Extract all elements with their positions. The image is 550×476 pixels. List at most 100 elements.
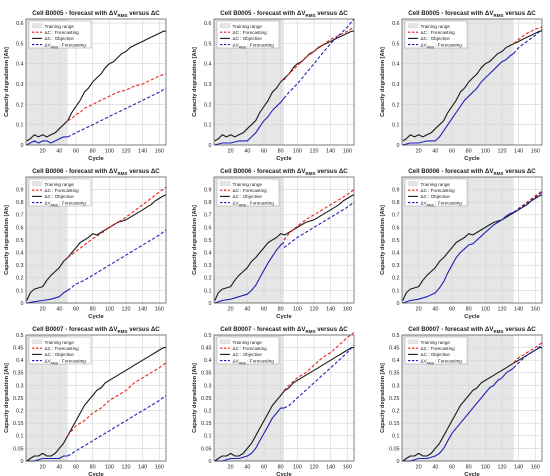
legend-entry: ΔC : Forecasting <box>233 346 268 351</box>
legend-entry: Training range <box>421 340 451 345</box>
series-line-obj <box>402 194 543 301</box>
series-line-rms-fc <box>283 344 355 409</box>
axes-frame <box>213 176 355 304</box>
x-tick-label: 120 <box>310 465 319 471</box>
axes-frame <box>401 334 543 462</box>
y-axis-label: Capacity degradation [Ah] <box>192 47 198 117</box>
axes-frame <box>401 18 543 146</box>
y-tick-label: 0.1 <box>16 288 24 294</box>
y-axis-label: Capacity degradation [Ah] <box>380 205 386 275</box>
y-tick-label: 0.7 <box>16 213 24 219</box>
y-tick-label: 0.8 <box>16 200 24 206</box>
y-tick-label: 0.7 <box>204 213 212 219</box>
y-tick-label: 0.2 <box>16 102 24 108</box>
y-tick-label: 0.25 <box>13 396 24 402</box>
x-tick-label: 140 <box>514 465 523 471</box>
y-tick-label: 0.15 <box>389 421 400 427</box>
legend-entry: ΔC : Forecasting <box>45 30 80 35</box>
y-tick-label: 0.2 <box>204 102 212 108</box>
x-axis-label: Cycle <box>88 156 104 162</box>
y-tick-label: 0.4 <box>392 62 400 68</box>
series-line-rms-fc <box>67 395 167 457</box>
y-tick-label: 0.2 <box>392 276 400 282</box>
series-line-obj <box>214 30 354 142</box>
x-tick-label: 120 <box>122 307 131 313</box>
series-line-rms-train <box>214 242 285 304</box>
x-tick-label: 80 <box>466 149 472 155</box>
x-tick-label: 80 <box>90 465 96 471</box>
x-tick-label: 160 <box>155 465 164 471</box>
series-line-rms-train <box>214 407 284 462</box>
legend-entry: ΔVRMS : Forecasting <box>421 200 463 207</box>
series-line-obj <box>214 347 354 462</box>
x-tick-label: 80 <box>278 149 284 155</box>
y-tick-label: 0.1 <box>16 434 24 440</box>
x-tick-label: 40 <box>432 465 438 471</box>
y-tick-label: 0.2 <box>392 409 400 415</box>
x-tick-label: 120 <box>310 307 319 313</box>
x-tick-label: 140 <box>138 149 147 155</box>
axes-frame <box>25 176 167 304</box>
series-line-obj <box>26 194 167 301</box>
x-tick-label: 100 <box>105 307 114 313</box>
y-tick-label: 0.45 <box>389 346 400 352</box>
legend-entry: ΔVRMS : Forecasting <box>45 42 87 49</box>
legend-entry: ΔC : Objective <box>421 352 451 357</box>
series-line-obj <box>402 30 542 142</box>
x-tick-label: 140 <box>326 465 335 471</box>
legend-entry: ΔVRMS : Forecasting <box>233 200 275 207</box>
y-tick-label: 0.4 <box>392 358 400 364</box>
chart-panel-5: 20 40 60 80 100 120 140 160 0 0.1 0.2 0.3 0.4 0.5 0.6 0… <box>192 168 355 320</box>
legend-swatch-training <box>219 339 231 344</box>
legend-swatch-training <box>407 339 419 344</box>
y-tick-label: 0.7 <box>392 213 400 219</box>
y-tick-label: 0.4 <box>16 358 24 364</box>
axes-frame <box>25 18 167 146</box>
y-axis-label: Capacity degradation [Ah] <box>4 47 10 117</box>
x-tick-label: 80 <box>466 465 472 471</box>
y-axis-label: Capacity degradation [Ah] <box>192 205 198 275</box>
x-tick-label: 40 <box>432 307 438 313</box>
y-tick-label: 0 <box>209 301 212 307</box>
x-tick-label: 20 <box>416 307 422 313</box>
legend-entry: ΔC : Forecasting <box>45 346 80 351</box>
y-axis-label: Capacity degradation [Ah] <box>4 363 10 433</box>
y-tick-label: 0.3 <box>16 263 24 269</box>
y-tick-label: 0.4 <box>204 358 212 364</box>
y-tick-label: 0.05 <box>13 446 24 452</box>
x-tick-label: 40 <box>244 307 250 313</box>
y-tick-label: 0 <box>397 143 400 149</box>
series-line-obj <box>402 347 542 462</box>
y-tick-label: 0.3 <box>204 383 212 389</box>
series-line-rms-fc <box>67 87 167 138</box>
series-line-rms-train <box>26 289 68 304</box>
chart-title: Cell B0007 - forecast with ΔVRMS versus … <box>220 326 348 334</box>
y-tick-label: 0.9 <box>392 188 400 194</box>
legend-entry: Training range <box>233 24 263 29</box>
y-tick-label: 0.3 <box>16 383 24 389</box>
y-tick-label: 0.5 <box>204 41 212 47</box>
x-tick-label: 160 <box>531 307 540 313</box>
x-tick-label: 120 <box>498 149 507 155</box>
chart-title: Cell B0006 - forecast with ΔVRMS versus … <box>408 168 536 176</box>
y-tick-label: 0.6 <box>16 21 24 27</box>
series-line-rms-fc <box>513 344 543 369</box>
series-line-rms-fc <box>67 229 167 291</box>
y-tick-label: 0.5 <box>392 238 400 244</box>
x-tick-label: 100 <box>481 465 490 471</box>
series-line-dc-fc <box>67 362 167 437</box>
x-tick-label: 40 <box>244 465 250 471</box>
y-tick-label: 0.1 <box>16 123 24 129</box>
series-line-rms-train <box>402 367 515 462</box>
x-tick-label: 120 <box>122 465 131 471</box>
y-tick-label: 0.6 <box>204 225 212 231</box>
series-line-rms-train <box>402 53 514 146</box>
chart-panel-3: 20 40 60 80 100 120 140 160 0 0.1 0.2 0.3 0.4 0.5 0.6 C… <box>380 10 543 162</box>
legend-entry: ΔC : Forecasting <box>45 188 80 193</box>
x-tick-label: 60 <box>73 307 79 313</box>
y-tick-label: 0 <box>21 459 24 465</box>
x-axis-label: Cycle <box>276 314 292 320</box>
